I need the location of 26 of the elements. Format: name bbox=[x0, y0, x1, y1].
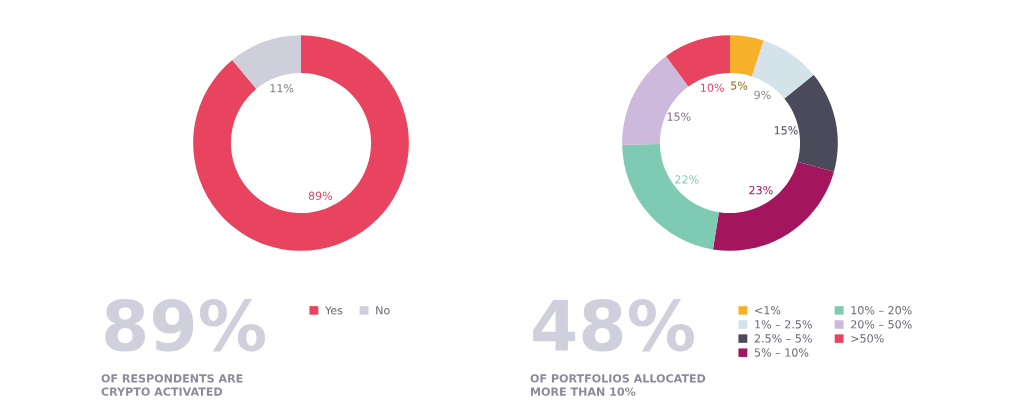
legend-label: 5% – 10% bbox=[754, 348, 809, 357]
donut-slice bbox=[622, 144, 719, 250]
donut-slice bbox=[193, 35, 409, 251]
legend-label: <1% bbox=[755, 306, 781, 315]
data-label: 22% bbox=[675, 175, 699, 184]
data-label: 11% bbox=[270, 84, 294, 93]
donut-slice bbox=[730, 35, 764, 77]
legend-label: 2.5% – 5% bbox=[754, 334, 812, 343]
text: OF RESPONDENTS ARE CRYPTO ACTIVATED bbox=[101, 374, 243, 396]
donut-slice bbox=[712, 161, 834, 251]
legend-label: >50% bbox=[851, 334, 884, 343]
donut-slice bbox=[622, 56, 689, 145]
data-label: 15% bbox=[667, 112, 691, 121]
legend-label: 20% – 50% bbox=[851, 320, 912, 329]
data-label: 10% bbox=[701, 83, 724, 92]
legend-label: 10% – 20% bbox=[851, 306, 912, 315]
text: OF PORTFOLIOS ALLOCATED MORE THAN 10% bbox=[530, 374, 706, 396]
data-label: 15% bbox=[774, 126, 798, 135]
legend-label: No bbox=[376, 306, 390, 315]
legend-label: 1% – 2.5% bbox=[755, 320, 812, 329]
data-label: 5% bbox=[731, 81, 748, 90]
data-label: 9% bbox=[754, 90, 771, 100]
legend-label: Yes bbox=[324, 306, 343, 315]
data-label: 89% bbox=[308, 191, 333, 200]
donut-slice bbox=[751, 40, 814, 99]
data-label: 23% bbox=[749, 185, 773, 195]
